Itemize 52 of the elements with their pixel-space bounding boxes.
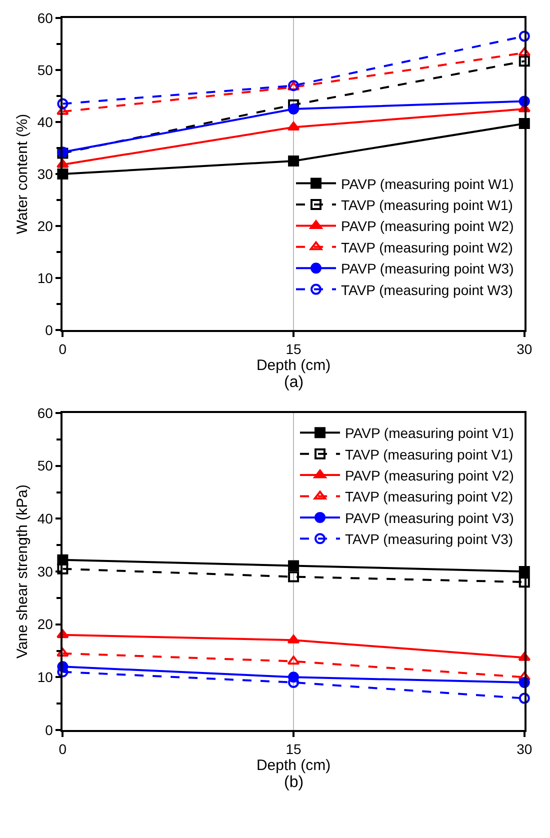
y-tick-label: 40 [37, 510, 54, 527]
x-axis-title: Depth (cm) [256, 356, 331, 374]
y-tick-label: 60 [37, 404, 54, 421]
y-tick-label: 20 [37, 218, 54, 234]
y-tick-label: 40 [37, 114, 54, 130]
point [57, 98, 68, 110]
point [518, 30, 530, 42]
x-tick-label: 15 [286, 340, 302, 357]
y-tick-label: 30 [37, 563, 54, 580]
legend-label: TAVP (measuring point W1) [341, 196, 513, 213]
y-tick-label: 30 [37, 166, 54, 182]
x-tick-label: 0 [58, 340, 67, 357]
y-tick-label: 0 [45, 322, 54, 338]
legend-label: PAVP (measuring point V2) [345, 468, 514, 484]
y-tick-label: 0 [45, 722, 54, 738]
y-tick-label: 50 [37, 458, 54, 474]
point [288, 571, 300, 582]
text: (b) [284, 774, 304, 791]
y-axis-title: Vane shear strength (kPa) [14, 484, 32, 658]
point [56, 648, 69, 657]
legend-label: TAVP (measuring point W2) [341, 239, 513, 256]
legend-label: TAVP (measuring point V3) [345, 531, 514, 548]
point [288, 104, 300, 114]
legend-label: PAVP (measuring point V1) [345, 425, 514, 442]
y-tick-label: 20 [37, 616, 54, 632]
point [288, 156, 300, 166]
x-tick-label: 30 [516, 740, 532, 757]
legend-label: TAVP (measuring point V1) [345, 446, 514, 462]
legend-label: TAVP (measuring point W3) [341, 282, 513, 298]
point [288, 99, 300, 110]
x-tick-label: 15 [286, 740, 302, 757]
point [518, 576, 530, 588]
x-axis-title: Depth (cm) [256, 756, 331, 774]
point [57, 563, 68, 574]
text: (a) [284, 374, 304, 391]
y-tick-label: 50 [37, 62, 54, 78]
legend-label: PAVP (measuring point W2) [341, 218, 514, 234]
point [518, 56, 530, 67]
legend-label: PAVP (measuring point W1) [341, 176, 514, 192]
legend-label: PAVP (measuring point W3) [341, 260, 514, 277]
x-tick-label: 30 [516, 340, 532, 357]
y-tick-label: 10 [37, 270, 54, 286]
y-tick-label: 60 [37, 10, 54, 26]
point [518, 47, 531, 56]
legend-label: TAVP (measuring point V2) [345, 488, 514, 505]
point [288, 560, 300, 572]
x-tick-label: 0 [58, 740, 67, 757]
y-tick-label: 10 [37, 669, 54, 686]
legend-label: PAVP (measuring point V3) [345, 510, 514, 526]
y-axis-title: Water content (%) [14, 114, 32, 234]
point [518, 692, 530, 704]
point [287, 656, 300, 665]
